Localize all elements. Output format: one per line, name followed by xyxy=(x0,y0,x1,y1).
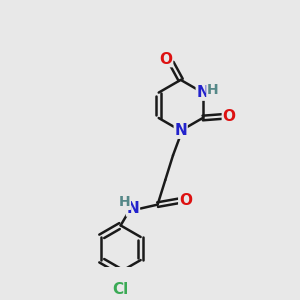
Text: N: N xyxy=(127,201,139,216)
Text: O: O xyxy=(160,52,172,67)
Text: O: O xyxy=(179,193,192,208)
Text: H: H xyxy=(207,82,218,97)
Text: Cl: Cl xyxy=(112,282,129,297)
Text: H: H xyxy=(119,195,130,209)
Text: O: O xyxy=(222,109,236,124)
Text: N: N xyxy=(174,123,187,138)
Text: N: N xyxy=(196,85,209,100)
